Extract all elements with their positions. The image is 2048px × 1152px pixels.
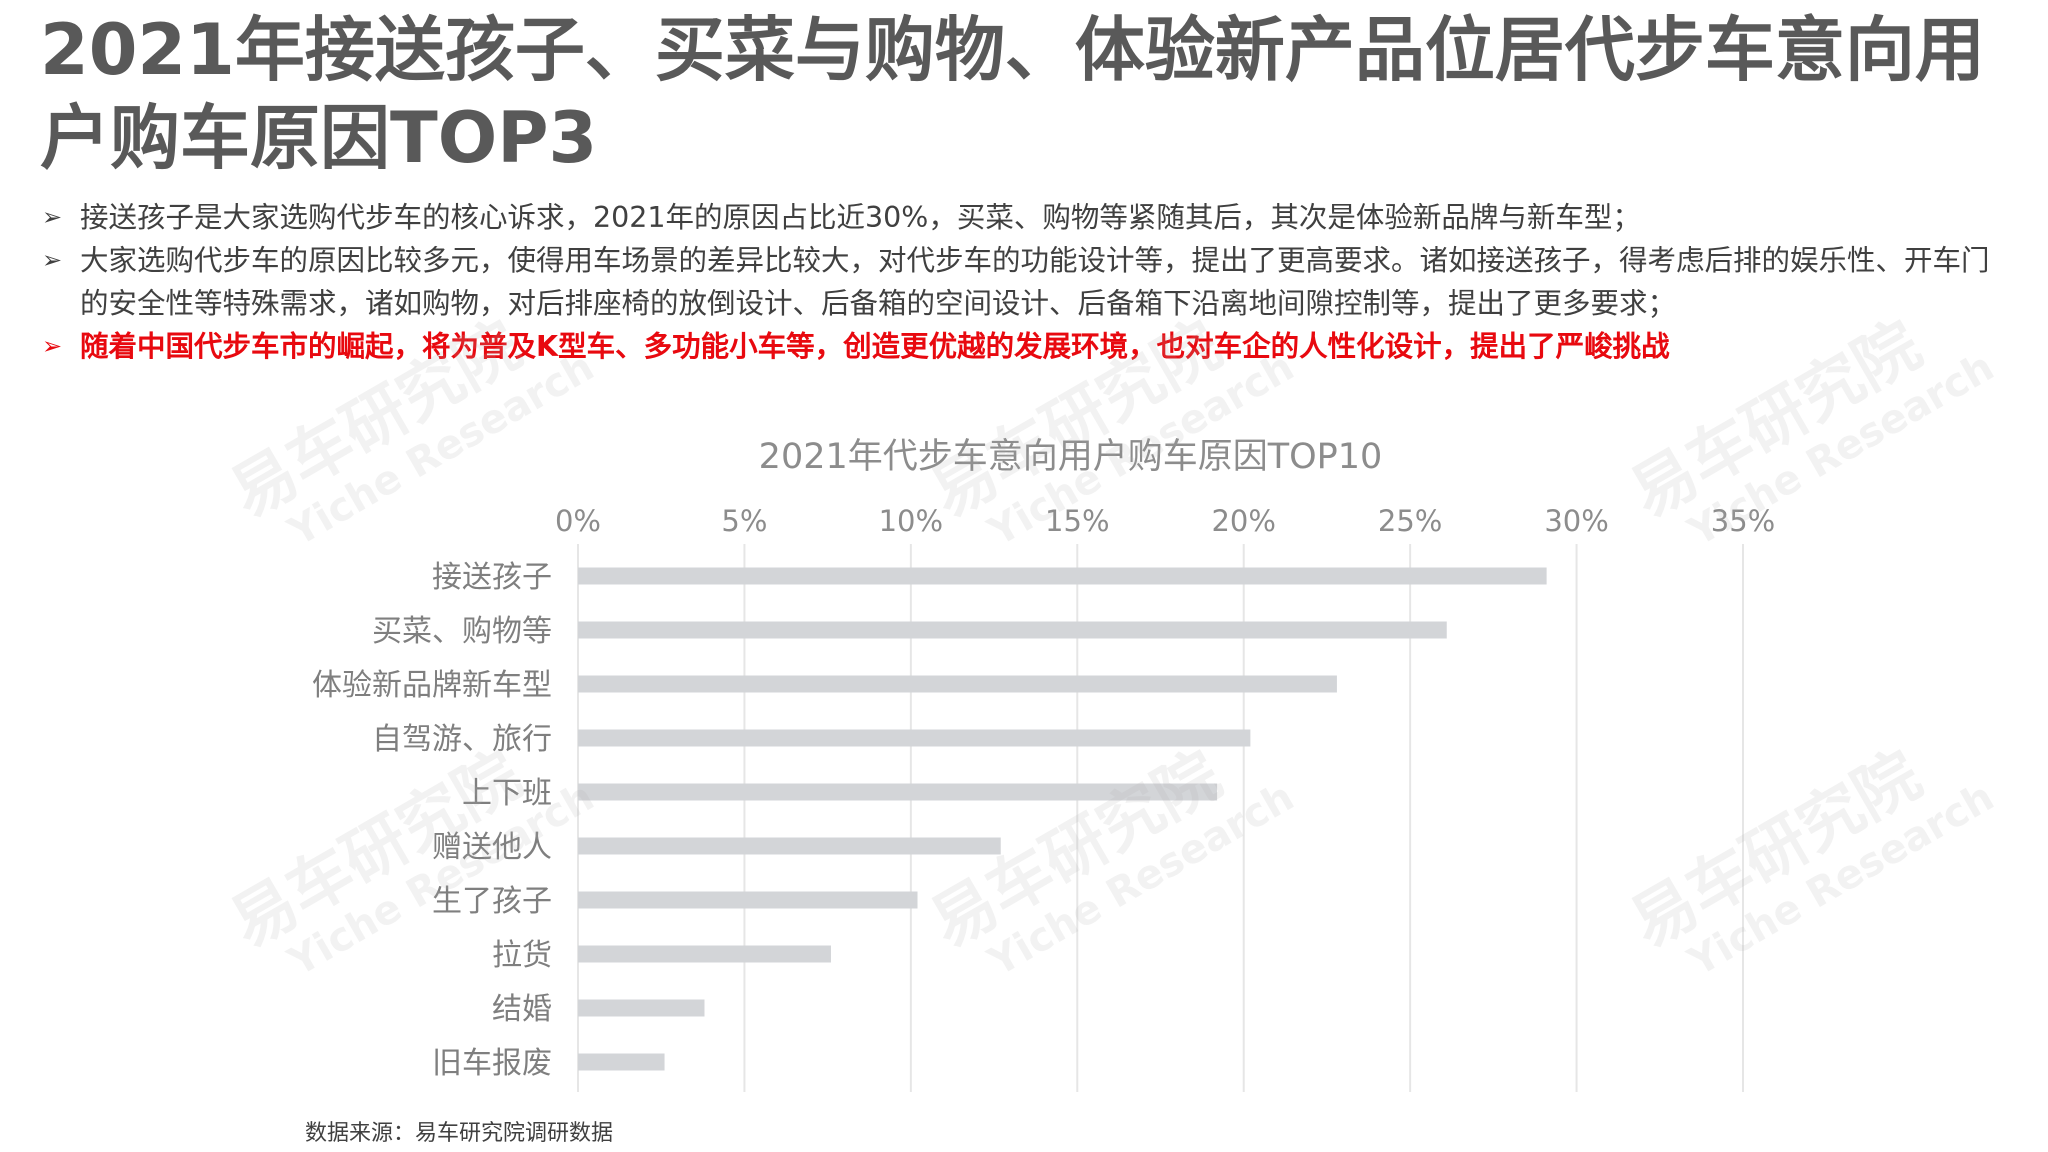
bar xyxy=(578,999,705,1017)
x-tick-label: 5% xyxy=(721,504,767,538)
bullet-text: 接送孩子是大家选购代步车的核心诉求，2021年的原因占比近30%，买菜、购物等紧… xyxy=(80,201,1641,234)
bar xyxy=(578,783,1218,801)
page-title: 2021年接送孩子、买菜与购物、体验新产品位居代步车意向用户购车原因TOP3 xyxy=(40,9,1985,179)
arrow-bullet-icon: ➢ xyxy=(42,203,63,231)
x-tick-label: 25% xyxy=(1378,504,1442,538)
category-label: 接送孩子 xyxy=(432,560,552,595)
category-label: 买菜、购物等 xyxy=(372,614,552,649)
x-tick-label: 35% xyxy=(1711,504,1775,538)
bullet-text: 随着中国代步车市的崛起，将为普及K型车、多功能小车等，创造更优越的发展环境，也对… xyxy=(80,330,1670,363)
bar-chart: 2021年代步车意向用户购车原因TOP10 0% 5% 10% 15% 20% 25% 30%… xyxy=(0,420,2048,1140)
x-tick-label: 30% xyxy=(1544,504,1608,538)
x-tick-label: 0% xyxy=(555,504,601,538)
bar xyxy=(578,1053,665,1071)
category-label: 体验新品牌新车型 xyxy=(312,668,552,703)
chart-title: 2021年代步车意向用户购车原因TOP10 xyxy=(759,437,1383,477)
bullet-item: ➢ 大家选购代步车的原因比较多元，使得用车场景的差异比较大，对代步车的功能设计等… xyxy=(40,239,2015,325)
bullet-item-highlight: ➢ 随着中国代步车市的崛起，将为普及K型车、多功能小车等，创造更优越的发展环境，… xyxy=(40,325,2015,368)
x-tick-label: 10% xyxy=(879,504,943,538)
category-label: 上下班 xyxy=(462,776,552,811)
bar-chart-svg: 2021年代步车意向用户购车原因TOP10 0% 5% 10% 15% 20% 25% 30%… xyxy=(312,437,1775,1092)
bullet-list: ➢ 接送孩子是大家选购代步车的核心诉求，2021年的原因占比近30%，买菜、购物… xyxy=(40,196,2015,368)
category-label: 结婚 xyxy=(492,992,552,1027)
bar xyxy=(578,621,1447,639)
category-label: 赠送他人 xyxy=(432,830,552,865)
bar xyxy=(578,945,831,963)
category-label: 自驾游、旅行 xyxy=(372,722,552,757)
bar xyxy=(578,837,1001,855)
bar xyxy=(578,567,1547,585)
arrow-bullet-icon: ➢ xyxy=(42,332,63,360)
x-tick-label: 15% xyxy=(1045,504,1109,538)
bar xyxy=(578,729,1251,747)
bullet-item: ➢ 接送孩子是大家选购代步车的核心诉求，2021年的原因占比近30%，买菜、购物… xyxy=(40,196,2015,239)
bullet-text: 大家选购代步车的原因比较多元，使得用车场景的差异比较大，对代步车的功能设计等，提… xyxy=(80,244,1990,320)
x-tick-label: 20% xyxy=(1211,504,1275,538)
category-label: 拉货 xyxy=(492,938,552,973)
source-note: 数据来源：易车研究院调研数据 xyxy=(305,1121,614,1146)
bar xyxy=(578,675,1337,693)
category-label: 旧车报废 xyxy=(432,1046,552,1081)
arrow-bullet-icon: ➢ xyxy=(42,246,63,274)
category-label: 生了孩子 xyxy=(432,884,552,919)
bar xyxy=(578,891,918,909)
